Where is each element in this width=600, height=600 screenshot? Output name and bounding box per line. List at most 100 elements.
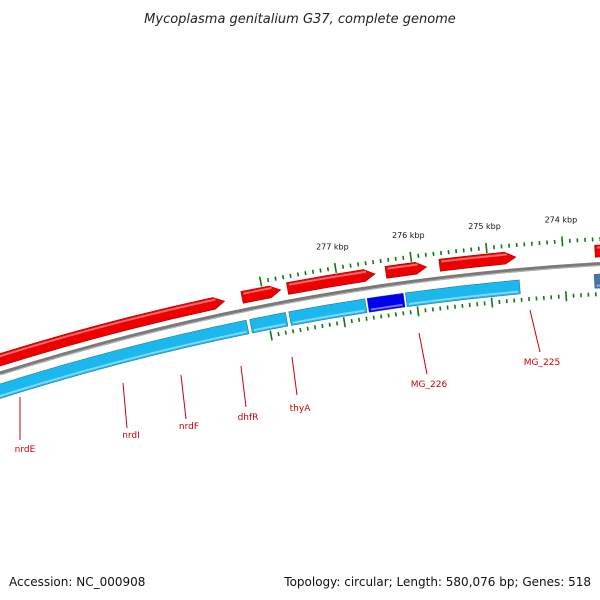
reverse-gene-sheen-0: [0, 330, 247, 398]
outer-tick: [266, 277, 270, 283]
outer-tick: [319, 268, 322, 273]
outer-tick: [561, 236, 564, 247]
forward-gene-3: [384, 261, 428, 279]
backbone-highlight: [0, 264, 600, 376]
gene-label: dhfR: [238, 413, 259, 423]
outer-tick: [311, 269, 315, 274]
gene-leader-line: [529, 309, 541, 353]
inner-tick: [424, 308, 427, 313]
reverse-gene-2: [288, 298, 368, 326]
ruler-label: 277 kbp: [316, 242, 349, 251]
outer-tick: [387, 257, 390, 263]
inner-tick: [372, 315, 375, 320]
outer-tick: [304, 271, 307, 276]
outer-tick: [333, 262, 338, 274]
outer-tick: [470, 247, 473, 252]
outer-tick: [341, 264, 345, 269]
gene-label: thyA: [290, 404, 312, 414]
outer-tick: [409, 251, 413, 262]
backbone-arc: [0, 262, 600, 376]
feature-layer: [0, 244, 600, 399]
label-layer: nrdE nrdI nrdF dhfR thyA MG_226 MG_225: [15, 309, 560, 455]
inner-tick: [336, 321, 339, 326]
forward-gene-2: [286, 269, 376, 295]
inner-tick: [306, 326, 309, 331]
forward-gene-5: [594, 244, 600, 258]
inner-tick: [416, 306, 420, 317]
reverse-gene-sheen-3: [370, 303, 403, 311]
reverse-gene-4: [405, 279, 521, 307]
inner-tick: [490, 297, 494, 308]
inner-tick: [402, 311, 405, 316]
gene-label: MG_226: [411, 380, 448, 390]
inner-tick: [431, 307, 434, 312]
outer-tick: [274, 276, 277, 281]
forward-gene-4: [438, 251, 517, 272]
forward-gene-1: [240, 285, 282, 304]
outer-tick: [402, 255, 405, 260]
reverse-gene-1: [249, 312, 289, 334]
gene-leader-line: [122, 382, 128, 429]
inner-tick: [358, 317, 361, 323]
inner-tick: [409, 310, 412, 315]
gene-leader-line: [291, 356, 298, 396]
outer-tick: [281, 275, 285, 280]
inner-tick: [350, 318, 353, 324]
reverse-gene-sheen-2: [292, 309, 365, 324]
outer-tick: [349, 263, 352, 268]
inner-tick: [328, 322, 331, 327]
forward-gene-sheen-5: [596, 246, 600, 249]
gene-label: MG_225: [524, 358, 560, 368]
inner-tick: [342, 317, 346, 328]
inner-tick: [313, 325, 317, 330]
inner-tick: [380, 314, 383, 319]
outer-tick: [289, 273, 292, 278]
accession-text: Accession: NC_000908: [9, 575, 145, 589]
inner-tick: [277, 331, 280, 337]
inner-tick: [387, 313, 390, 318]
map-title: Mycoplasma genitalium G37, complete geno…: [144, 12, 456, 27]
forward-gene-sheen-2: [288, 270, 367, 286]
gene-leader-line: [418, 332, 428, 375]
gene-label: nrdE: [15, 445, 36, 455]
inner-tick: [365, 316, 368, 321]
inner-tick: [321, 323, 324, 329]
reverse-gene-5: [593, 273, 600, 289]
outer-tick: [296, 272, 300, 277]
outer-tick: [357, 262, 360, 267]
reverse-gene-sheen-4: [408, 290, 519, 305]
gene-label: nrdF: [179, 422, 199, 432]
gene-leader-line: [180, 374, 187, 420]
reverse-gene-sheen-1: [253, 323, 286, 332]
ruler-label: 276 kbp: [392, 231, 425, 240]
outer-tick: [258, 276, 263, 287]
forward-gene-0: [0, 297, 226, 367]
inner-tick: [394, 312, 397, 317]
inner-tick: [565, 291, 568, 302]
backbone-layer: [0, 262, 600, 376]
forward-gene-sheen-1: [243, 287, 272, 295]
gene-leader-line: [240, 365, 247, 408]
inner-tick: [269, 330, 273, 341]
forward-gene-sheen-0: [0, 298, 216, 358]
outer-tick: [417, 253, 420, 258]
outer-tick: [432, 251, 435, 256]
outer-tick: [379, 258, 382, 264]
reverse-gene-0: [0, 319, 250, 399]
inner-tick: [291, 329, 295, 334]
forward-gene-sheen-3: [387, 263, 418, 270]
reverse-gene-3: [366, 292, 406, 313]
outer-tick: [447, 250, 450, 255]
outer-tick: [364, 261, 367, 266]
genome-summary-text: Topology: circular; Length: 580,076 bp; …: [283, 575, 591, 589]
ruler-label: 275 kbp: [468, 222, 501, 231]
inner-tick: [284, 330, 287, 335]
gene-label: nrdI: [122, 431, 140, 441]
outer-tick: [485, 242, 488, 253]
inner-tick: [299, 327, 302, 333]
outer-tick: [326, 267, 330, 272]
outer-tick: [424, 252, 427, 257]
